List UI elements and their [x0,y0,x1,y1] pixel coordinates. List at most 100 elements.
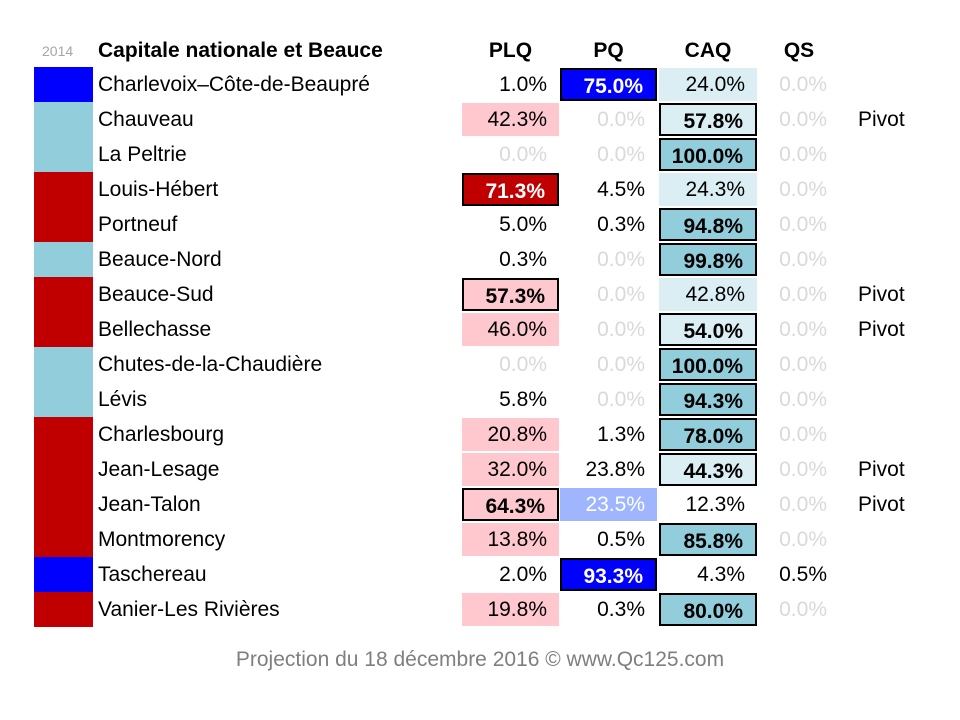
riding-name: Taschereau [98,563,207,586]
value-cell-plq: 42.3% [462,103,559,136]
riding-name: Louis-Hébert [98,178,219,201]
value-cell-qs: 0.0% [779,353,827,376]
value-cell-plq: 0.0% [499,353,547,376]
value-cell-qs: 0.0% [779,73,827,96]
value-cell-caq: 12.3% [685,493,745,516]
riding-name: Portneuf [98,213,178,236]
riding-name: Charlevoix–Côte-de-Beaupré [98,73,370,96]
table-row: Portneuf 5.0% 0.3% 94.8% 0.0% [0,207,960,242]
incumbent-party-swatch [34,522,93,557]
value-cell-caq: 99.8% [659,243,757,276]
riding-name: Bellechasse [98,318,212,341]
riding-name: Chauveau [98,108,194,131]
value-cell-qs: 0.0% [779,598,827,621]
value-cell-pq: 0.0% [597,143,645,166]
table-row: Louis-Hébert 71.3% 4.5% 24.3% 0.0% [0,172,960,207]
column-header-plq: PLQ [488,39,533,62]
table-row: Jean-Talon 64.3% 23.5% 12.3% 0.0% Pivot [0,487,960,522]
value-cell-caq: 94.8% [659,208,757,241]
riding-name: Charlesbourg [98,423,225,446]
riding-name: Jean-Lesage [98,458,220,481]
value-cell-pq: 0.0% [597,318,645,341]
table-row: Beauce-Sud 57.3% 0.0% 42.8% 0.0% Pivot [0,277,960,312]
table-row: Vanier-Les Rivières 19.8% 0.3% 80.0% 0.0% [0,592,960,627]
incumbent-party-swatch [34,277,93,312]
riding-name: Jean-Talon [98,493,201,516]
incumbent-party-swatch [34,557,93,592]
value-cell-pq: 75.0% [560,68,657,101]
value-cell-pq: 0.3% [597,598,645,621]
riding-name: Vanier-Les Rivières [98,598,280,621]
table-row: Montmorency 13.8% 0.5% 85.8% 0.0% [0,522,960,557]
value-cell-qs: 0.0% [779,108,827,131]
table-row: Bellechasse 46.0% 0.0% 54.0% 0.0% Pivot [0,312,960,347]
value-cell-qs: 0.0% [779,213,827,236]
value-cell-caq: 24.3% [659,173,757,206]
value-cell-plq: 5.0% [499,213,547,236]
riding-name: Montmorency [98,528,226,551]
riding-name: Beauce-Sud [98,283,214,306]
value-cell-pq: 93.3% [560,558,657,591]
value-cell-caq: 78.0% [659,418,757,451]
value-cell-pq: 0.0% [597,388,645,411]
value-cell-caq: 42.8% [659,278,757,311]
value-cell-plq: 64.3% [462,488,559,521]
value-cell-caq: 100.0% [659,348,757,381]
column-header-caq: CAQ [684,39,732,62]
incumbent-party-swatch [34,172,93,207]
table-row: Beauce-Nord 0.3% 0.0% 99.8% 0.0% [0,242,960,277]
table-row: Charlesbourg 20.8% 1.3% 78.0% 0.0% [0,417,960,452]
value-cell-qs: 0.0% [779,143,827,166]
table-row: Chutes-de-la-Chaudière 0.0% 0.0% 100.0% 0.0% [0,347,960,382]
column-header-qs: QS [783,39,815,62]
value-cell-pq: 4.5% [597,178,645,201]
riding-name: Chutes-de-la-Chaudière [98,353,323,376]
value-cell-caq: 94.3% [659,383,757,416]
column-header-pq: PQ [593,39,624,62]
value-cell-pq: 0.5% [597,528,645,551]
table-row: La Peltrie 0.0% 0.0% 100.0% 0.0% [0,137,960,172]
value-cell-plq: 0.0% [499,143,547,166]
value-cell-qs: 0.0% [779,493,827,516]
value-cell-qs: 0.5% [779,563,827,586]
pivot-label: Pivot [858,318,905,341]
value-cell-qs: 0.0% [779,528,827,551]
value-cell-plq: 5.8% [499,388,547,411]
incumbent-party-swatch [34,382,93,417]
value-cell-caq: 44.3% [659,453,757,486]
incumbent-party-swatch [34,487,93,522]
incumbent-party-swatch [34,592,93,627]
value-cell-plq: 0.3% [499,248,547,271]
riding-name: Lévis [98,388,148,411]
value-cell-qs: 0.0% [779,248,827,271]
incumbent-party-swatch [34,207,93,242]
riding-name: Beauce-Nord [98,248,222,271]
incumbent-party-swatch [34,417,93,452]
riding-name: La Peltrie [98,143,187,166]
incumbent-party-swatch [34,137,93,172]
incumbent-party-swatch [34,452,93,487]
value-cell-pq: 0.0% [597,108,645,131]
value-cell-caq: 57.8% [659,103,757,136]
value-cell-plq: 32.0% [462,453,559,486]
value-cell-caq: 24.0% [659,68,757,101]
value-cell-pq: 1.3% [597,423,645,446]
value-cell-caq: 54.0% [659,313,757,346]
table-row: Lévis 5.8% 0.0% 94.3% 0.0% [0,382,960,417]
value-cell-qs: 0.0% [779,388,827,411]
value-cell-plq: 46.0% [462,313,559,346]
value-cell-plq: 1.0% [499,73,547,96]
pivot-label: Pivot [858,283,905,306]
value-cell-plq: 71.3% [462,173,559,206]
value-cell-plq: 20.8% [462,418,559,451]
value-cell-pq: 0.3% [597,213,645,236]
value-cell-caq: 85.8% [659,523,757,556]
value-cell-plq: 57.3% [462,278,559,311]
value-cell-caq: 4.3% [697,563,745,586]
pivot-label: Pivot [858,108,905,131]
value-cell-pq: 0.0% [597,283,645,306]
pivot-label: Pivot [858,493,905,516]
value-cell-qs: 0.0% [779,423,827,446]
incumbent-party-swatch [34,102,93,137]
value-cell-qs: 0.0% [779,318,827,341]
